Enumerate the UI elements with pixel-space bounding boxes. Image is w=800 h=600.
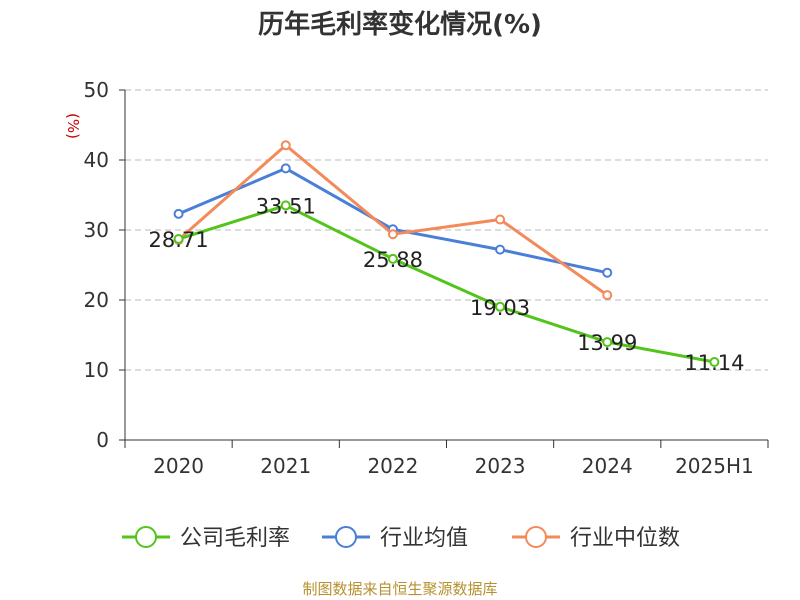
x-tick-label: 2023 [475,454,526,478]
chart-title: 历年毛利率变化情况(%) [258,10,542,40]
data-point [387,229,398,240]
legend-label: 行业中位数 [570,526,680,551]
data-source-note: 制图数据来自恒生聚源数据库 [302,580,498,598]
legend-marker [335,526,357,548]
y-tick-label: 50 [84,78,109,102]
y-tick-label: 30 [84,218,109,242]
x-tick-label: 2022 [367,454,418,478]
legend-marker [135,526,157,548]
data-point [709,357,720,368]
data-point [280,140,291,151]
data-point [280,200,291,211]
data-point [602,267,613,278]
x-tick-label: 2020 [153,454,204,478]
data-label: 11.14 [684,351,744,375]
y-tick-label: 20 [84,288,109,312]
x-tick-label: 2021 [260,454,311,478]
y-tick-label: 40 [84,148,109,172]
legend-marker [525,526,547,548]
data-label: 33.51 [256,194,316,218]
x-tick-label: 2024 [582,454,633,478]
data-point [173,234,184,245]
data-point [280,163,291,174]
data-point [495,214,506,225]
grid-lines [125,89,768,371]
data-point [173,208,184,219]
legend[interactable]: 公司毛利率 行业均值 行业中位数 [122,526,680,551]
series-line-0 [178,203,715,364]
data-point [387,253,398,264]
y-axis-label: (%) [64,113,82,139]
y-tick-label: 10 [84,358,109,382]
data-label: 13.99 [577,331,637,355]
data-label: 25.88 [363,248,423,272]
data-label: 28.71 [149,228,209,252]
data-point [495,301,506,312]
data-point [495,244,506,255]
x-tick-label: 2025H1 [675,454,754,478]
data-point [602,290,613,301]
axes: 0 10 20 30 40 50 2020 2021 2022 2023 2024 2025H1 [84,78,769,478]
legend-label: 公司毛利率 [180,526,290,551]
data-label: 19.03 [470,296,530,320]
data-labels: 28.71 33.51 25.88 19.03 13.99 11.14 [149,194,745,375]
data-point [602,337,613,348]
series-lines [173,140,720,368]
y-tick-label: 0 [96,428,109,452]
legend-label: 行业均值 [380,526,468,551]
